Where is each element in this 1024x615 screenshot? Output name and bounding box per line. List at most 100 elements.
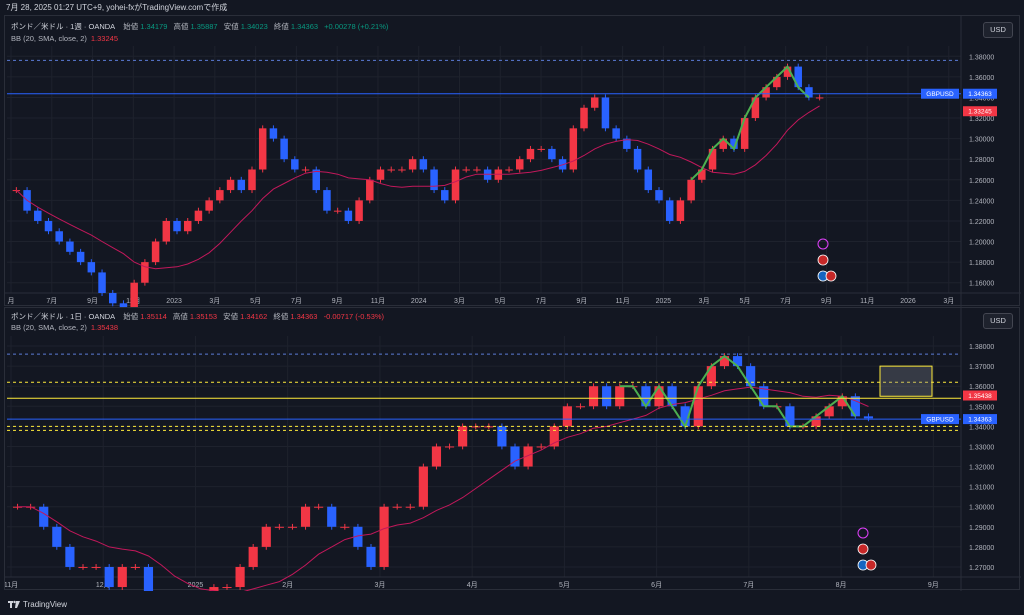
x-tick-label: 7月 [291, 297, 302, 305]
candle-body [441, 190, 449, 201]
bb-indicator-legend[interactable]: BB (20, SMA, close, 2) 1.33245 [11, 34, 118, 43]
candle-body [44, 220, 53, 232]
candle-body [216, 190, 224, 201]
bb-tag-label: 1.35438 [968, 393, 992, 400]
candle-body [287, 526, 298, 528]
candle-body [516, 159, 524, 170]
candle-body [258, 128, 267, 170]
candle-body [575, 406, 586, 408]
candle-body [312, 169, 320, 191]
candle-body [392, 506, 402, 508]
us-flag-event-icon-2 [865, 559, 877, 571]
x-tick-label: 7月 [780, 297, 791, 305]
candle-body [537, 148, 545, 150]
x-tick-label: 5月 [495, 297, 506, 305]
y-tick-label: 1.30000 [969, 137, 994, 144]
chart-timestamp: 7月 28, 2025 01:27 UTC+9, yohei-fxがTradin… [6, 3, 228, 12]
tradingview-logo[interactable]: TradingView [8, 600, 67, 609]
x-tick-label: 11月 [860, 297, 874, 305]
daily-chart-canvas[interactable]: 1.38000 1.37000 1.36000 1.35000 1.34000 1.330… [5, 308, 1021, 591]
candle-body [706, 366, 716, 387]
candle-body [314, 506, 324, 508]
close-label: 終値 [273, 312, 289, 321]
candle-body [850, 396, 860, 417]
high-value: 1.35887 [190, 22, 218, 31]
x-tick-label: 5月 [739, 297, 750, 305]
y-tick-label: 1.34000 [969, 95, 994, 102]
trend-curve [619, 354, 857, 429]
candle-body [680, 406, 690, 427]
change-value: +0.00278 (+0.21%) [324, 22, 389, 31]
open-label: 始値 [123, 312, 139, 321]
candle-body [366, 179, 374, 201]
x-tick-label: 11月 [371, 297, 385, 305]
open-value: 1.35114 [140, 312, 167, 321]
x-tick-label: 11月 [615, 297, 629, 305]
symbol-title: ポンド／米ドル · 1日 · OANDA [11, 312, 116, 321]
uk-flag-event-icon [857, 543, 869, 555]
daily-chart-pane[interactable]: 1.38000 1.37000 1.36000 1.35000 1.34000 1.330… [4, 307, 1021, 591]
price-tag-label: 1.34363 [968, 417, 992, 424]
x-tick-label: 5月 [559, 581, 570, 589]
candle-body [398, 169, 406, 171]
candle-body [162, 220, 171, 242]
trend-curve [690, 64, 810, 181]
candle-body [419, 159, 428, 170]
x-tick-label: 2023 [166, 298, 182, 305]
candle-body [269, 128, 278, 139]
candle-body [667, 386, 677, 407]
candle-body [708, 148, 717, 170]
candle-body [644, 169, 653, 191]
y-tick-label: 1.38000 [969, 54, 994, 61]
x-tick-label: 3月 [943, 297, 954, 305]
candle-body [408, 159, 417, 170]
bb-value: 1.33245 [90, 34, 118, 43]
y-tick-label: 1.36000 [969, 384, 994, 391]
candle-body [280, 138, 288, 160]
candle-body [510, 446, 520, 467]
price-tag [963, 414, 997, 425]
candle-body [141, 262, 149, 283]
candle-body [676, 200, 685, 221]
candle-body [173, 220, 181, 232]
y-tick-label: 1.34000 [969, 424, 994, 431]
symbol-tag [921, 88, 959, 99]
candle-body [526, 148, 535, 160]
candle-body [811, 416, 821, 427]
currency-button[interactable]: USD [983, 22, 1013, 38]
candle-body [65, 546, 75, 567]
candle-body [130, 282, 138, 307]
symbol-tag-label: GBPUSD [926, 417, 954, 424]
bb-tag-label: 1.33245 [968, 109, 992, 116]
y-tick-label: 1.20000 [969, 240, 994, 247]
close-value: 1.34363 [290, 312, 318, 321]
candle-body [76, 251, 85, 263]
candle-body [824, 406, 834, 417]
candle-body [98, 272, 106, 293]
candle-body [226, 179, 235, 191]
uk-flag-event-icon [817, 254, 829, 266]
candle-body [590, 97, 599, 108]
candle-body [222, 587, 232, 589]
candle-body [698, 169, 706, 180]
y-tick-label: 1.37000 [969, 364, 994, 371]
currency-button[interactable]: USD [983, 313, 1013, 329]
x-tick-label: 4月 [467, 581, 478, 589]
bb-indicator-legend[interactable]: BB (20, SMA, close, 2) 1.35438 [11, 323, 118, 332]
candle-body [91, 566, 101, 568]
candle-body [87, 262, 96, 273]
target-zone-box [879, 365, 933, 397]
candle-body [109, 293, 117, 304]
candle-body [783, 66, 792, 77]
candle-body [497, 426, 507, 447]
weekly-chart-pane[interactable]: 1.38000 1.36000 1.34000 1.32000 1.30000 1.280… [4, 15, 1021, 307]
candle-body [52, 526, 62, 547]
candle-body [12, 506, 23, 508]
weekly-chart-canvas[interactable]: 1.38000 1.36000 1.34000 1.32000 1.30000 1.280… [5, 16, 1021, 307]
low-label: 安値 [223, 312, 239, 321]
candle-body [588, 386, 599, 407]
candle-body [458, 426, 468, 447]
candle-body [130, 566, 140, 568]
candle-body [505, 169, 513, 171]
candle-body [693, 386, 703, 427]
